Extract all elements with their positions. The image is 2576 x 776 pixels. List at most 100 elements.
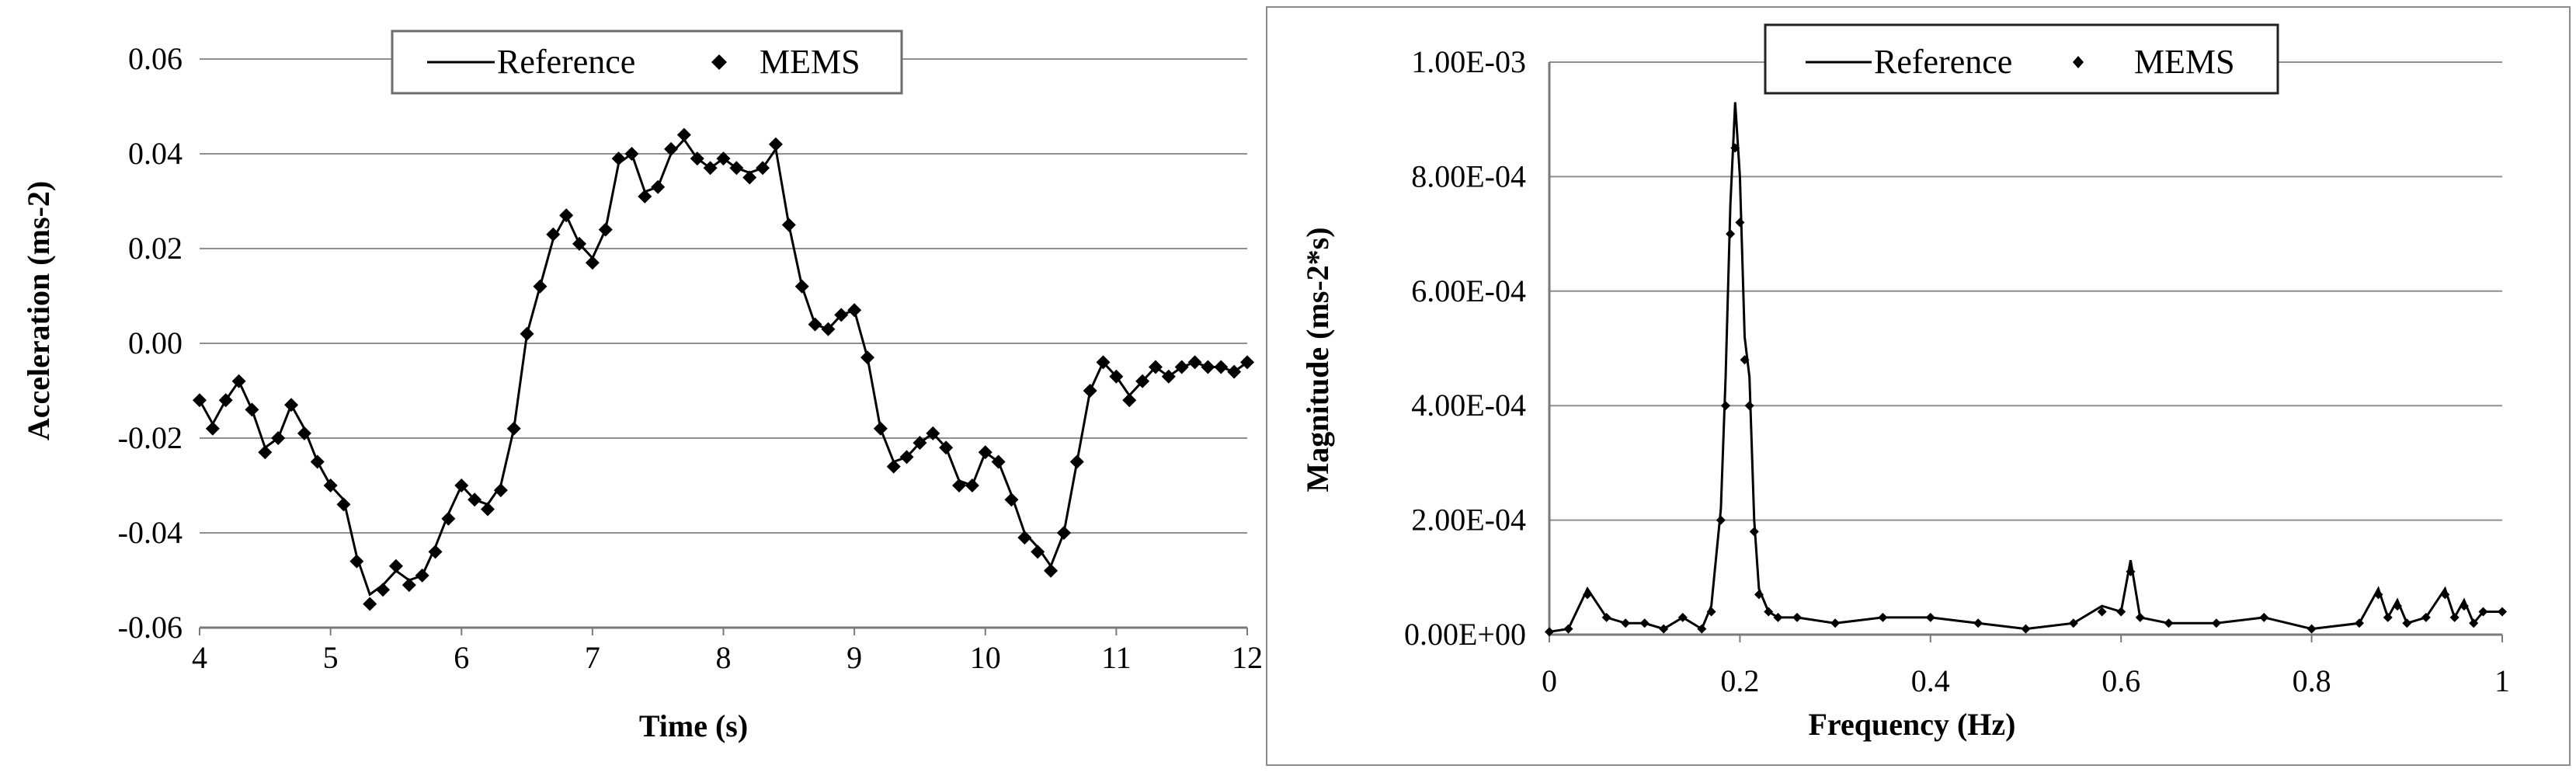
plot-area: 0.06 0.04 0.02 0.00 -0.02 -0.04 -0.06 4 5 6 7 8 9 10… — [118, 41, 1263, 675]
gridlines — [1548, 61, 2503, 642]
mems-data-point — [1716, 515, 1726, 525]
mems-data-point — [402, 578, 416, 593]
mems-data-point — [716, 151, 731, 166]
x-tick-label: 0.2 — [1720, 663, 1759, 698]
mems-data-point — [2469, 618, 2479, 628]
mems-data-point — [2259, 612, 2269, 622]
mems-data-point — [939, 440, 954, 455]
legend-mems-label: MEMS — [2134, 43, 2235, 81]
x-tick-label: 5 — [323, 640, 339, 675]
mems-data-point — [1004, 492, 1019, 507]
y-tick-label: 6.00E-04 — [1411, 273, 1526, 308]
mems-data-point — [2135, 612, 2145, 622]
mems-data-point — [441, 511, 456, 526]
mems-data-point — [1201, 360, 1215, 374]
mems-data-point — [611, 151, 626, 166]
mems-data-point — [480, 502, 495, 517]
mems-data-point — [454, 478, 469, 492]
mems-data-point — [598, 222, 613, 237]
legend-reference-label: Reference — [1874, 43, 2012, 81]
acceleration-chart: 0.06 0.04 0.02 0.00 -0.02 -0.04 -0.06 4 5 6 7 8 9 10… — [21, 30, 1263, 743]
y-axis-title: Acceleration (ms-2) — [21, 181, 56, 440]
y-axis-title: Magnitude (ms-2*s) — [1300, 227, 1335, 492]
mems-data-point — [978, 445, 993, 460]
x-tick-labels: 0 0.2 0.4 0.6 0.8 1 — [1542, 663, 2510, 698]
y-tick-label: 1.00E-03 — [1411, 44, 1526, 79]
mems-data-point — [520, 326, 534, 341]
left-chart-panel: 0.06 0.04 0.02 0.00 -0.02 -0.04 -0.06 4 5 6 7 8 9 10… — [0, 0, 1267, 772]
mems-data-point — [676, 127, 691, 142]
magnitude-spectrum-chart: 1.00E-03 8.00E-04 6.00E-04 4.00E-04 2.00E-04… — [1300, 23, 2510, 742]
mems-data-point — [310, 454, 325, 469]
mems-data-point — [1601, 612, 1611, 622]
mems-data-point — [2402, 618, 2412, 628]
mems-data-point — [1925, 612, 1935, 622]
mems-data-point — [1878, 612, 1888, 622]
mems-data-point — [1135, 374, 1150, 388]
y-tick-label: 0.00E+00 — [1404, 617, 1526, 652]
mems-data-point — [742, 170, 757, 185]
y-tick-label: 0.06 — [128, 41, 183, 76]
mems-data-point — [794, 279, 809, 294]
x-tick-labels: 4 5 6 7 8 9 10 11 12 — [192, 640, 1263, 675]
mems-data-point — [1697, 624, 1707, 634]
mems-data-point — [873, 421, 888, 436]
mems-data-point — [690, 151, 704, 166]
mems-data-point — [913, 436, 927, 451]
mems-data-point — [1749, 527, 1759, 537]
mems-data-point — [493, 483, 508, 498]
mems-data-point — [1720, 401, 1730, 411]
mems-data-point — [2211, 618, 2221, 628]
mems-data-point — [756, 161, 770, 176]
mems-data-point — [2307, 624, 2317, 634]
mems-data-point — [271, 431, 286, 445]
mems-data-point — [1973, 618, 1983, 628]
mems-data-point — [388, 559, 403, 573]
mems-data-point — [1174, 360, 1189, 374]
mems-data-point — [1056, 526, 1071, 540]
y-tick-label: -0.04 — [118, 515, 183, 550]
mems-data-point — [2383, 612, 2393, 622]
x-tick-label: 4 — [192, 640, 207, 675]
mems-data-point — [533, 279, 548, 294]
mems-data-point — [1740, 355, 1750, 365]
mems-data-point — [336, 497, 351, 512]
mems-data-point — [2449, 612, 2460, 622]
mems-data-point — [781, 217, 796, 232]
mems-data-point — [2021, 624, 2031, 634]
mems-data-point — [847, 303, 862, 318]
mems-data-point — [2459, 601, 2469, 611]
mems-data-point — [1677, 612, 1688, 622]
x-tick-label: 10 — [970, 640, 1001, 675]
mems-data-point — [349, 554, 364, 569]
x-tick-label: 0 — [1542, 663, 1557, 698]
mems-data-point — [2097, 607, 2107, 617]
mems-data-point — [1017, 531, 1032, 545]
mems-data-point — [768, 137, 783, 151]
x-tick-label: 1 — [2494, 663, 2510, 698]
x-tick-label: 12 — [1232, 640, 1263, 675]
mems-data-point — [1754, 590, 1764, 600]
mems-data-point — [1830, 618, 1841, 628]
mems-data-point — [2116, 607, 2126, 617]
x-tick-label: 9 — [846, 640, 862, 675]
mems-data-point — [1726, 229, 1736, 239]
y-tick-label: 0.02 — [128, 231, 183, 266]
mems-data-point — [1639, 618, 1650, 628]
mems-data-point — [231, 374, 246, 388]
mems-data-point — [2373, 590, 2383, 600]
mems-data-point — [1563, 624, 1573, 634]
mems-data-point — [585, 256, 600, 270]
gridlines — [199, 58, 1248, 635]
mems-data-point — [363, 597, 377, 611]
mems-data-point — [1096, 355, 1111, 370]
mems-data-point — [965, 478, 979, 492]
mems-data-point — [2068, 618, 2078, 628]
mems-data-point — [559, 208, 574, 223]
x-tick-label: 0.4 — [1911, 663, 1950, 698]
mems-data-point — [297, 426, 311, 440]
y-tick-label: 4.00E-04 — [1411, 388, 1526, 423]
mems-data-point — [899, 450, 914, 465]
mems-data-point — [991, 454, 1006, 469]
mems-data-point — [703, 161, 718, 176]
